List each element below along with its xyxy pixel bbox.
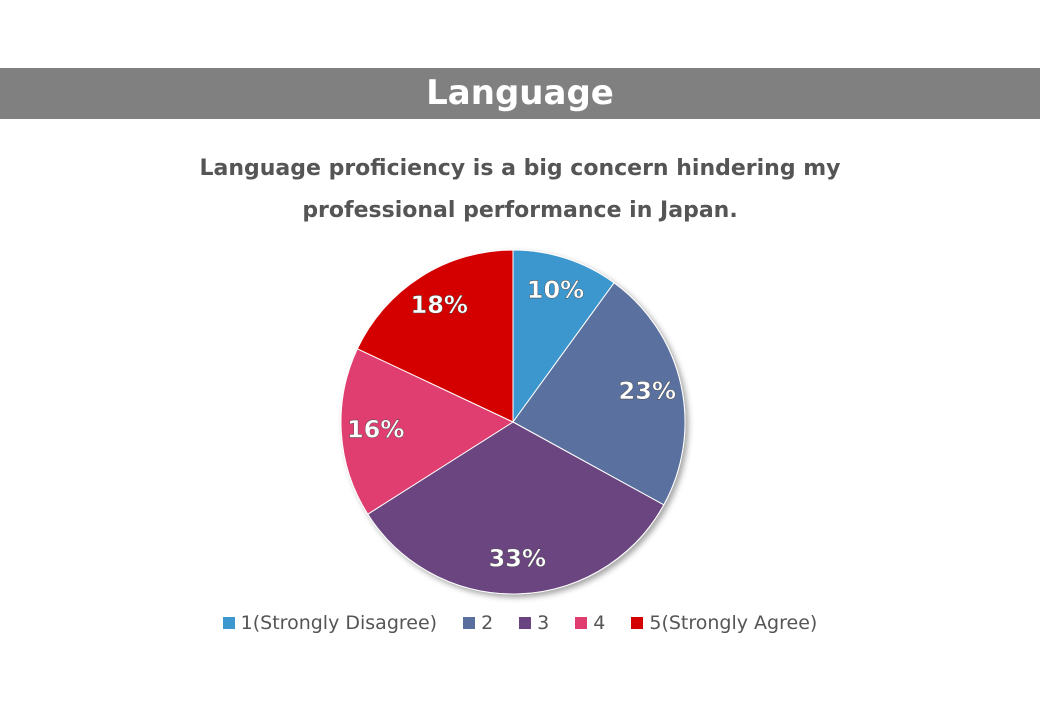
pie-slice xyxy=(340,348,515,515)
legend-label: 5(Strongly Agree) xyxy=(649,612,818,634)
data-label: 33% xyxy=(489,545,546,573)
data-label: 10% xyxy=(527,276,584,304)
legend: 1(Strongly Disagree) 2 3 4 5(Strongly Agree) xyxy=(0,612,1040,634)
pie-slice xyxy=(512,249,615,424)
legend-swatch xyxy=(222,617,235,629)
legend-swatch xyxy=(575,617,588,629)
pie-slice xyxy=(356,249,514,423)
legend-swatch xyxy=(519,617,532,629)
legend-item: 3 xyxy=(519,612,549,634)
legend-item: 5(Strongly Agree) xyxy=(631,612,817,634)
legend-swatch xyxy=(631,617,644,629)
data-label: 16% xyxy=(347,416,404,444)
legend-label: 2 xyxy=(481,612,494,634)
legend-swatch xyxy=(463,617,476,629)
legend-item: 2 xyxy=(463,612,493,634)
data-label: 23% xyxy=(619,377,676,405)
legend-item: 1(Strongly Disagree) xyxy=(222,612,438,634)
legend-label: 4 xyxy=(593,612,606,634)
pie xyxy=(340,249,686,595)
pie-slice xyxy=(367,421,665,595)
pie-slice xyxy=(512,282,686,506)
data-label: 18% xyxy=(411,291,468,319)
chart-title: Language proficiency is a big concern hi… xyxy=(199,156,841,223)
legend-label: 3 xyxy=(537,612,550,634)
slide-title: Language xyxy=(0,68,1040,119)
legend-label: 1(Strongly Disagree) xyxy=(240,612,438,634)
legend-item: 4 xyxy=(575,612,605,634)
